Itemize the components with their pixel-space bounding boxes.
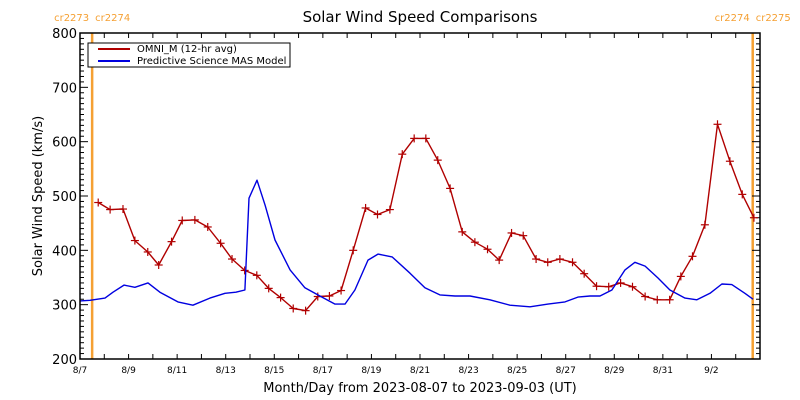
data-point-omni xyxy=(421,134,430,143)
carrington-label-before: cr2273 xyxy=(54,13,89,24)
data-point-omni xyxy=(616,278,625,287)
y-axis: 200 300 400 500 600 700 800 xyxy=(52,27,760,368)
carrington-label-after: cr2275 xyxy=(756,13,791,24)
plot-frame xyxy=(79,32,761,360)
data-point-omni xyxy=(252,271,261,280)
x-axis: 8/7 8/9 8/11 8/13 8/15 8/17 8/19 8/21 8/23 8/25 8/… xyxy=(73,33,761,376)
data-point-omni xyxy=(178,216,187,225)
data-point-omni xyxy=(458,227,467,236)
data-point-omni xyxy=(410,134,419,143)
y-tick-label: 200 xyxy=(52,353,77,368)
data-point-omni xyxy=(543,258,552,267)
data-point-omni xyxy=(301,306,310,315)
x-tick-label: 8/21 xyxy=(410,366,430,376)
x-axis-title: Month/Day from 2023-08-07 to 2023-09-03 … xyxy=(263,381,576,396)
data-point-omni xyxy=(532,255,541,264)
data-point-omni xyxy=(738,190,747,199)
series-line-omni xyxy=(97,123,755,312)
data-point-omni xyxy=(385,205,394,214)
data-point-omni xyxy=(337,286,346,295)
data-point-omni xyxy=(276,293,285,302)
data-point-omni xyxy=(216,239,225,248)
data-point-omni xyxy=(592,282,601,291)
data-point-omni xyxy=(433,156,442,165)
data-point-omni xyxy=(713,120,722,129)
chart-title: Solar Wind Speed Comparisons xyxy=(303,8,538,26)
data-point-omni xyxy=(143,247,152,256)
data-point-omni xyxy=(190,215,199,224)
legend-label-omni: OMNI_M (12-hr avg) xyxy=(137,44,237,55)
data-point-omni xyxy=(568,258,577,267)
y-axis-title: Solar Wind Speed (km/s) xyxy=(31,116,46,276)
data-point-omni xyxy=(628,282,637,291)
data-point-omni xyxy=(446,184,455,193)
legend: OMNI_M (12-hr avg) Predictive Science MA… xyxy=(87,42,291,68)
legend-box xyxy=(87,42,291,68)
data-point-omni xyxy=(118,205,127,214)
carrington-label-before: cr2274 xyxy=(715,13,750,24)
data-point-omni xyxy=(130,236,139,245)
carrington-label-after: cr2274 xyxy=(95,13,130,24)
data-point-omni xyxy=(580,269,589,278)
data-point-omni xyxy=(665,295,674,304)
x-tick-label: 8/23 xyxy=(458,366,478,376)
data-point-omni xyxy=(264,284,273,293)
data-point-omni xyxy=(688,252,697,261)
data-point-omni xyxy=(700,220,709,229)
data-point-omni xyxy=(749,213,758,222)
x-tick-label: 8/7 xyxy=(73,366,87,376)
x-tick-label: 8/27 xyxy=(556,366,576,376)
data-point-omni xyxy=(604,282,613,291)
data-point-omni xyxy=(470,238,479,247)
data-point-omni xyxy=(154,261,163,270)
x-tick-label: 8/13 xyxy=(216,366,236,376)
x-tick-label: 8/17 xyxy=(313,366,333,376)
data-point-omni xyxy=(228,255,237,264)
data-point-omni xyxy=(653,295,662,304)
data-point-omni xyxy=(676,272,685,281)
data-point-omni xyxy=(507,228,516,237)
data-point-omni xyxy=(725,157,734,166)
x-tick-label: 8/25 xyxy=(507,366,527,376)
y-tick-label: 600 xyxy=(52,136,77,151)
data-point-omni xyxy=(398,150,407,159)
data-point-omni xyxy=(495,256,504,265)
x-tick-label: 8/9 xyxy=(121,366,136,376)
data-point-omni xyxy=(519,231,528,240)
x-tick-label: 8/29 xyxy=(604,366,624,376)
y-tick-label: 700 xyxy=(52,81,77,96)
y-tick-label: 400 xyxy=(52,244,77,259)
series-line-mas xyxy=(79,179,754,308)
data-point-omni xyxy=(94,198,103,207)
data-point-omni xyxy=(555,255,564,264)
y-tick-label: 300 xyxy=(52,299,77,314)
y-tick-label: 500 xyxy=(52,190,77,205)
x-tick-label: 9/2 xyxy=(704,366,718,376)
x-tick-label: 8/31 xyxy=(653,366,673,376)
data-point-omni xyxy=(106,205,115,214)
x-tick-label: 8/15 xyxy=(264,366,284,376)
data-point-omni xyxy=(349,246,358,255)
data-point-omni xyxy=(203,222,212,231)
y-tick-label: 800 xyxy=(52,27,77,42)
legend-label-mas: Predictive Science MAS Model xyxy=(137,56,286,67)
data-point-omni xyxy=(325,291,334,300)
data-point-omni xyxy=(641,292,650,301)
data-point-omni xyxy=(289,304,298,313)
data-point-omni xyxy=(361,203,370,212)
data-point-omni xyxy=(373,210,382,219)
x-tick-label: 8/19 xyxy=(361,366,381,376)
data-point-omni xyxy=(167,237,176,246)
data-point-omni xyxy=(240,266,249,275)
data-point-omni xyxy=(483,245,492,254)
series-layer xyxy=(79,120,758,315)
x-tick-label: 8/11 xyxy=(167,366,187,376)
